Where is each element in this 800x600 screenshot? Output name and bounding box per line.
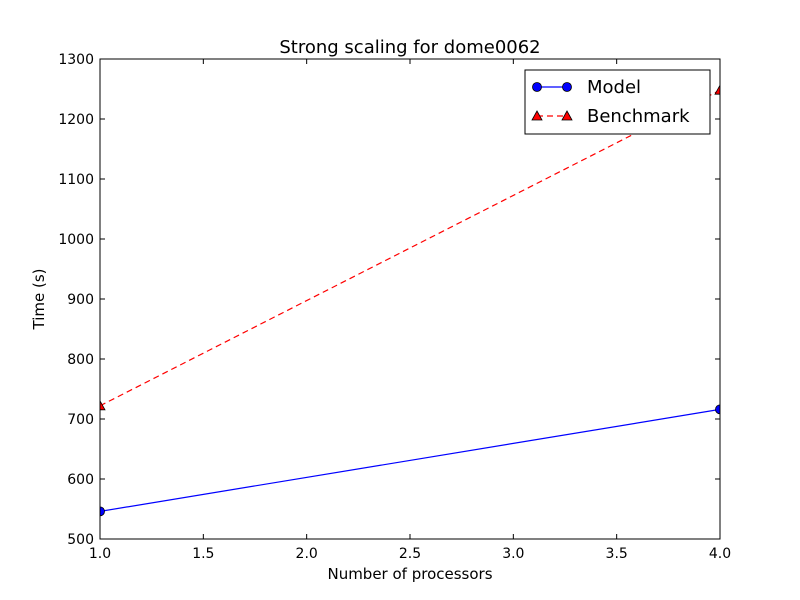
- x-tick-label: 2.0: [296, 546, 318, 562]
- x-tick-label: 3.0: [502, 546, 524, 562]
- legend-label-benchmark: Benchmark: [587, 106, 690, 127]
- legend-box: [524, 69, 711, 135]
- y-tick-label: 1000: [58, 232, 94, 248]
- legend-marker-benchmark: [531, 110, 543, 121]
- legend-marker-model: [562, 82, 572, 92]
- data-point-model: [100, 506, 105, 517]
- legend: Model Benchmark: [524, 69, 711, 135]
- series-line-benchmark: [100, 89, 720, 407]
- x-tick-label: 1.0: [89, 546, 111, 562]
- y-tick-label: 900: [67, 292, 94, 308]
- y-tick-label: 1100: [58, 172, 94, 188]
- y-tick-label: 600: [67, 472, 94, 488]
- data-point-benchmark: [714, 84, 720, 95]
- data-point-model: [715, 404, 720, 415]
- legend-marker-model: [532, 82, 542, 92]
- y-axis-title: Time (s): [30, 269, 48, 331]
- y-axis: 500 600 700 800 900 1000 1100 1200 1300: [58, 52, 720, 548]
- x-tick-label: 1.5: [192, 546, 214, 562]
- y-tick-label: 1300: [58, 52, 94, 68]
- series-line-model: [100, 408, 720, 512]
- y-tick-label: 1200: [58, 112, 94, 128]
- x-tick-label: 4.0: [709, 546, 731, 562]
- legend-label-model: Model: [587, 77, 641, 98]
- data-point-benchmark: [100, 399, 106, 411]
- chart-title: Strong scaling for dome0062: [279, 37, 540, 58]
- plot-area: [100, 84, 720, 517]
- legend-marker-benchmark: [561, 110, 573, 121]
- y-tick-label: 800: [67, 352, 94, 368]
- x-axis-title: Number of processors: [327, 565, 492, 583]
- y-tick-label: 700: [67, 412, 94, 428]
- x-tick-label: 2.5: [399, 546, 421, 562]
- y-tick-label: 500: [67, 532, 94, 548]
- x-tick-label: 3.5: [606, 546, 628, 562]
- x-axis: 1.0 1.5 2.0 2.5 3.0 3.5 4.0: [89, 59, 731, 562]
